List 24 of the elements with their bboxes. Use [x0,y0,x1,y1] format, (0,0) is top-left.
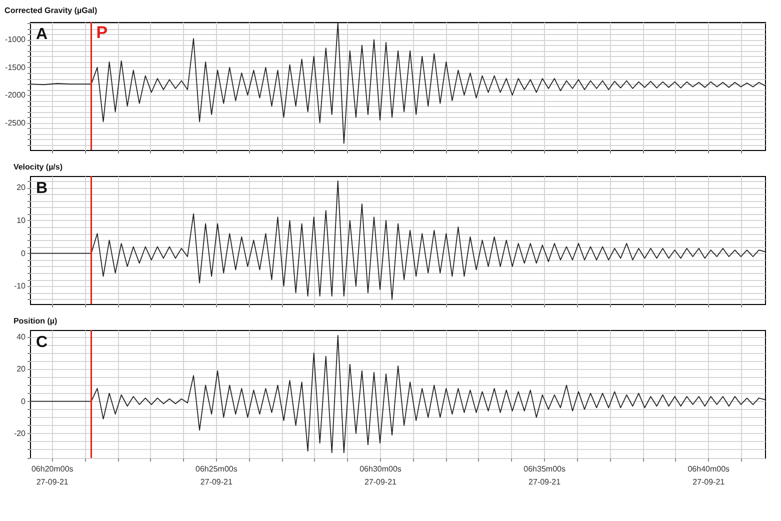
y-tick-label: 10 [16,216,26,225]
y-tick-label: -1500 [5,62,26,72]
chart-title: Corrected Gravity (µGal) [4,6,98,16]
y-tick-label: -2500 [5,118,26,128]
y-tick-label: -20 [14,428,26,438]
chart-title: Position (µ) [13,316,58,326]
annotation: C [36,334,48,351]
chart-title: Velocity (µ/s) [13,162,63,172]
y-tick-label: 0 [21,248,26,258]
y-tick-label: 20 [16,183,26,192]
y-tick-label: 40 [16,332,26,342]
x-tick-label: 06h20m00s 27-09-21 [31,464,74,486]
x-tick-label: 06h30m00s 27-09-21 [360,464,402,486]
annotation: B [36,180,48,197]
annotation: A [36,26,48,43]
x-tick-label: 06h25m00s 27-09-21 [196,464,238,486]
y-tick-label: 0 [21,396,26,406]
y-tick-label: -1000 [5,35,26,44]
x-tick-label: 06h40m00s 27-09-21 [688,464,730,486]
y-tick-label: -2000 [5,90,26,100]
y-tick-label: 20 [16,364,26,374]
x-tick-label: 06h35m00s 27-09-21 [524,464,566,486]
ref-line-label: P [96,23,108,42]
y-tick-label: -10 [14,282,26,291]
